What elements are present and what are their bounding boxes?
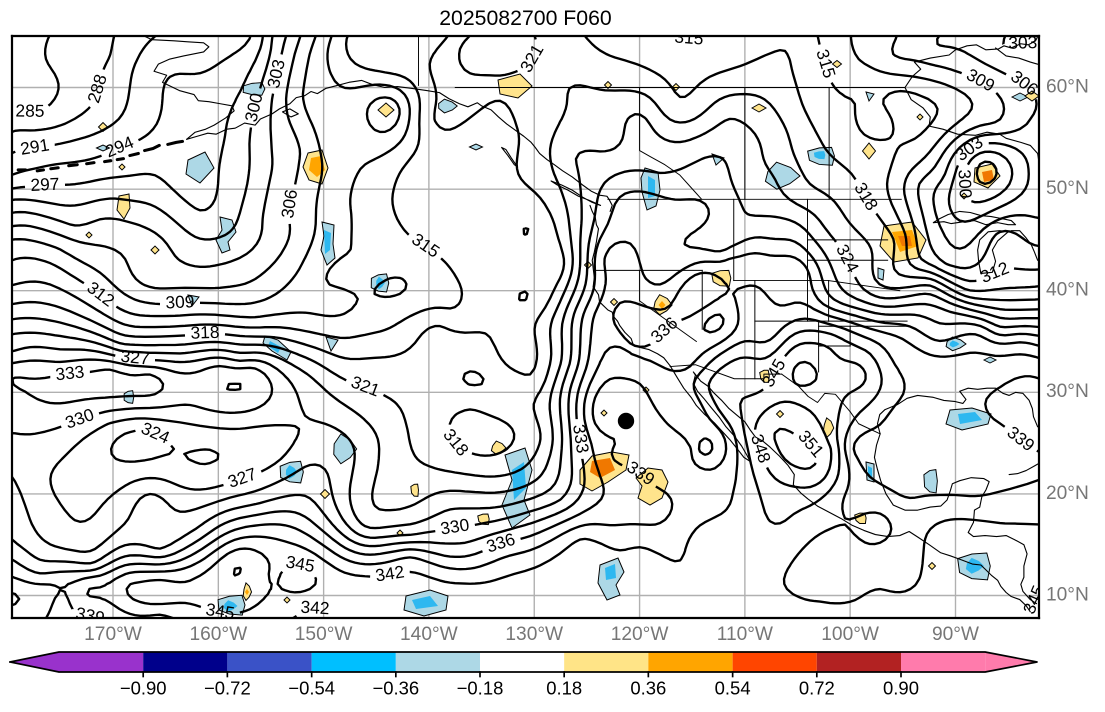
svg-text:10°N: 10°N xyxy=(1046,584,1089,605)
svg-text:345: 345 xyxy=(284,551,316,576)
svg-text:0.72: 0.72 xyxy=(799,677,835,698)
svg-text:60°N: 60°N xyxy=(1046,76,1089,97)
svg-text:333: 333 xyxy=(54,361,85,384)
svg-text:309: 309 xyxy=(165,291,195,312)
svg-text:0.18: 0.18 xyxy=(546,677,582,698)
svg-text:160°W: 160°W xyxy=(189,624,248,645)
svg-text:−0.72: −0.72 xyxy=(204,677,251,698)
svg-text:342: 342 xyxy=(300,597,330,619)
svg-text:339: 339 xyxy=(74,603,106,628)
svg-text:130°W: 130°W xyxy=(505,624,564,645)
svg-text:291: 291 xyxy=(19,134,51,158)
svg-text:0.90: 0.90 xyxy=(883,677,919,698)
svg-text:50°N: 50°N xyxy=(1046,178,1089,199)
svg-text:−0.36: −0.36 xyxy=(372,677,419,698)
svg-text:0.54: 0.54 xyxy=(715,677,751,698)
svg-text:20°N: 20°N xyxy=(1046,483,1089,504)
svg-text:306: 306 xyxy=(277,188,301,220)
svg-text:110°W: 110°W xyxy=(717,624,774,645)
svg-text:300: 300 xyxy=(954,169,975,199)
svg-text:140°W: 140°W xyxy=(400,624,459,645)
svg-text:345: 345 xyxy=(204,599,236,623)
svg-text:−0.18: −0.18 xyxy=(457,677,504,698)
svg-text:315: 315 xyxy=(674,26,704,48)
svg-text:120°W: 120°W xyxy=(611,624,670,645)
svg-text:150°W: 150°W xyxy=(295,624,354,645)
svg-text:297: 297 xyxy=(30,174,60,195)
svg-text:2025082700 F060: 2025082700 F060 xyxy=(439,6,612,30)
svg-text:285: 285 xyxy=(15,101,44,121)
svg-text:−0.54: −0.54 xyxy=(288,677,335,698)
svg-text:170°W: 170°W xyxy=(84,624,143,645)
svg-text:303: 303 xyxy=(1008,32,1037,53)
svg-text:333: 333 xyxy=(569,423,593,455)
svg-text:100°W: 100°W xyxy=(821,624,880,645)
svg-text:90°W: 90°W xyxy=(932,624,980,645)
svg-text:342: 342 xyxy=(374,561,406,585)
svg-text:0.36: 0.36 xyxy=(630,677,666,698)
svg-text:318: 318 xyxy=(190,322,220,343)
svg-text:40°N: 40°N xyxy=(1046,280,1089,301)
svg-text:330: 330 xyxy=(439,514,471,538)
svg-text:−0.90: −0.90 xyxy=(120,677,167,698)
svg-text:30°N: 30°N xyxy=(1046,381,1089,402)
svg-text:327: 327 xyxy=(120,346,151,369)
